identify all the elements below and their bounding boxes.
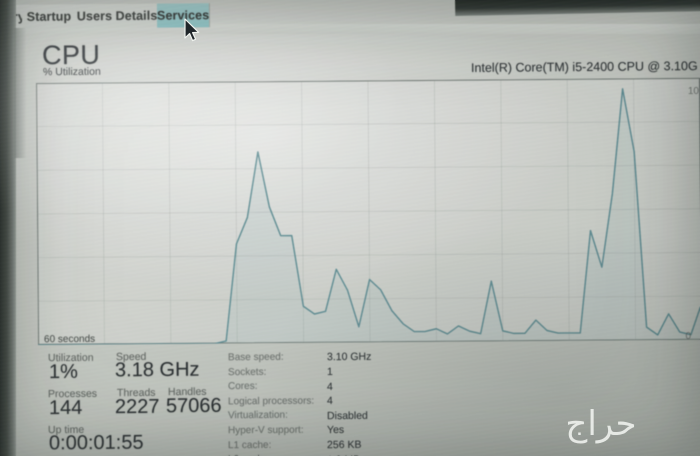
cpu-model-label: Intel(R) Core(TM) i5-2400 CPU @ 3.10G xyxy=(471,59,699,75)
spec-label-cores: Cores: xyxy=(227,381,258,393)
tab-details[interactable]: Details xyxy=(113,3,161,29)
spec-label-logical-processors: Logical processors: xyxy=(227,395,315,408)
tab-startup[interactable]: Startup xyxy=(21,4,78,29)
spec-value-logical-processors: 4 xyxy=(326,395,333,408)
spec-value-cores: 4 xyxy=(326,380,333,393)
cpu-graph-svg xyxy=(36,77,700,345)
haraj-watermark: حراج xyxy=(565,404,636,444)
handles-value: 57066 xyxy=(165,394,222,418)
axis-min-label: 0 xyxy=(685,331,691,342)
utilization-value: 1% xyxy=(48,360,78,384)
speed-value: 3.18 GHz xyxy=(114,358,200,382)
spec-value-sockets: 1 xyxy=(326,365,333,379)
watermark-text: حراج xyxy=(565,404,636,444)
spec-value-l1-cache: 256 KB xyxy=(326,438,362,452)
spec-label-hyper-v-support: Hyper-V support: xyxy=(227,424,304,437)
spec-value-base-speed: 3.10 GHz xyxy=(326,351,372,364)
monitor-bezel-highlight xyxy=(14,28,26,158)
spec-label-l1-cache: L1 cache: xyxy=(227,439,272,451)
spec-label-base-speed: Base speed: xyxy=(227,351,284,364)
processes-value: 144 xyxy=(48,396,83,420)
spec-value-virtualization: Disabled xyxy=(326,409,368,422)
spec-value-hyper-v-support: Yes xyxy=(326,424,345,437)
threads-value: 2227 xyxy=(114,395,160,419)
spec-label-sockets: Sockets: xyxy=(227,366,267,378)
graph-axis-label: % Utilization xyxy=(42,65,101,79)
time-span-label: 60 seconds xyxy=(43,333,96,346)
mouse-cursor-icon xyxy=(184,18,200,42)
spec-label-virtualization: Virtualization: xyxy=(227,410,288,422)
tab-users[interactable]: Users xyxy=(73,4,117,29)
axis-max-label: 10 xyxy=(687,86,699,97)
cpu-utilization-graph[interactable] xyxy=(36,77,700,345)
uptime-value: 0:00:01:55 xyxy=(48,431,144,455)
